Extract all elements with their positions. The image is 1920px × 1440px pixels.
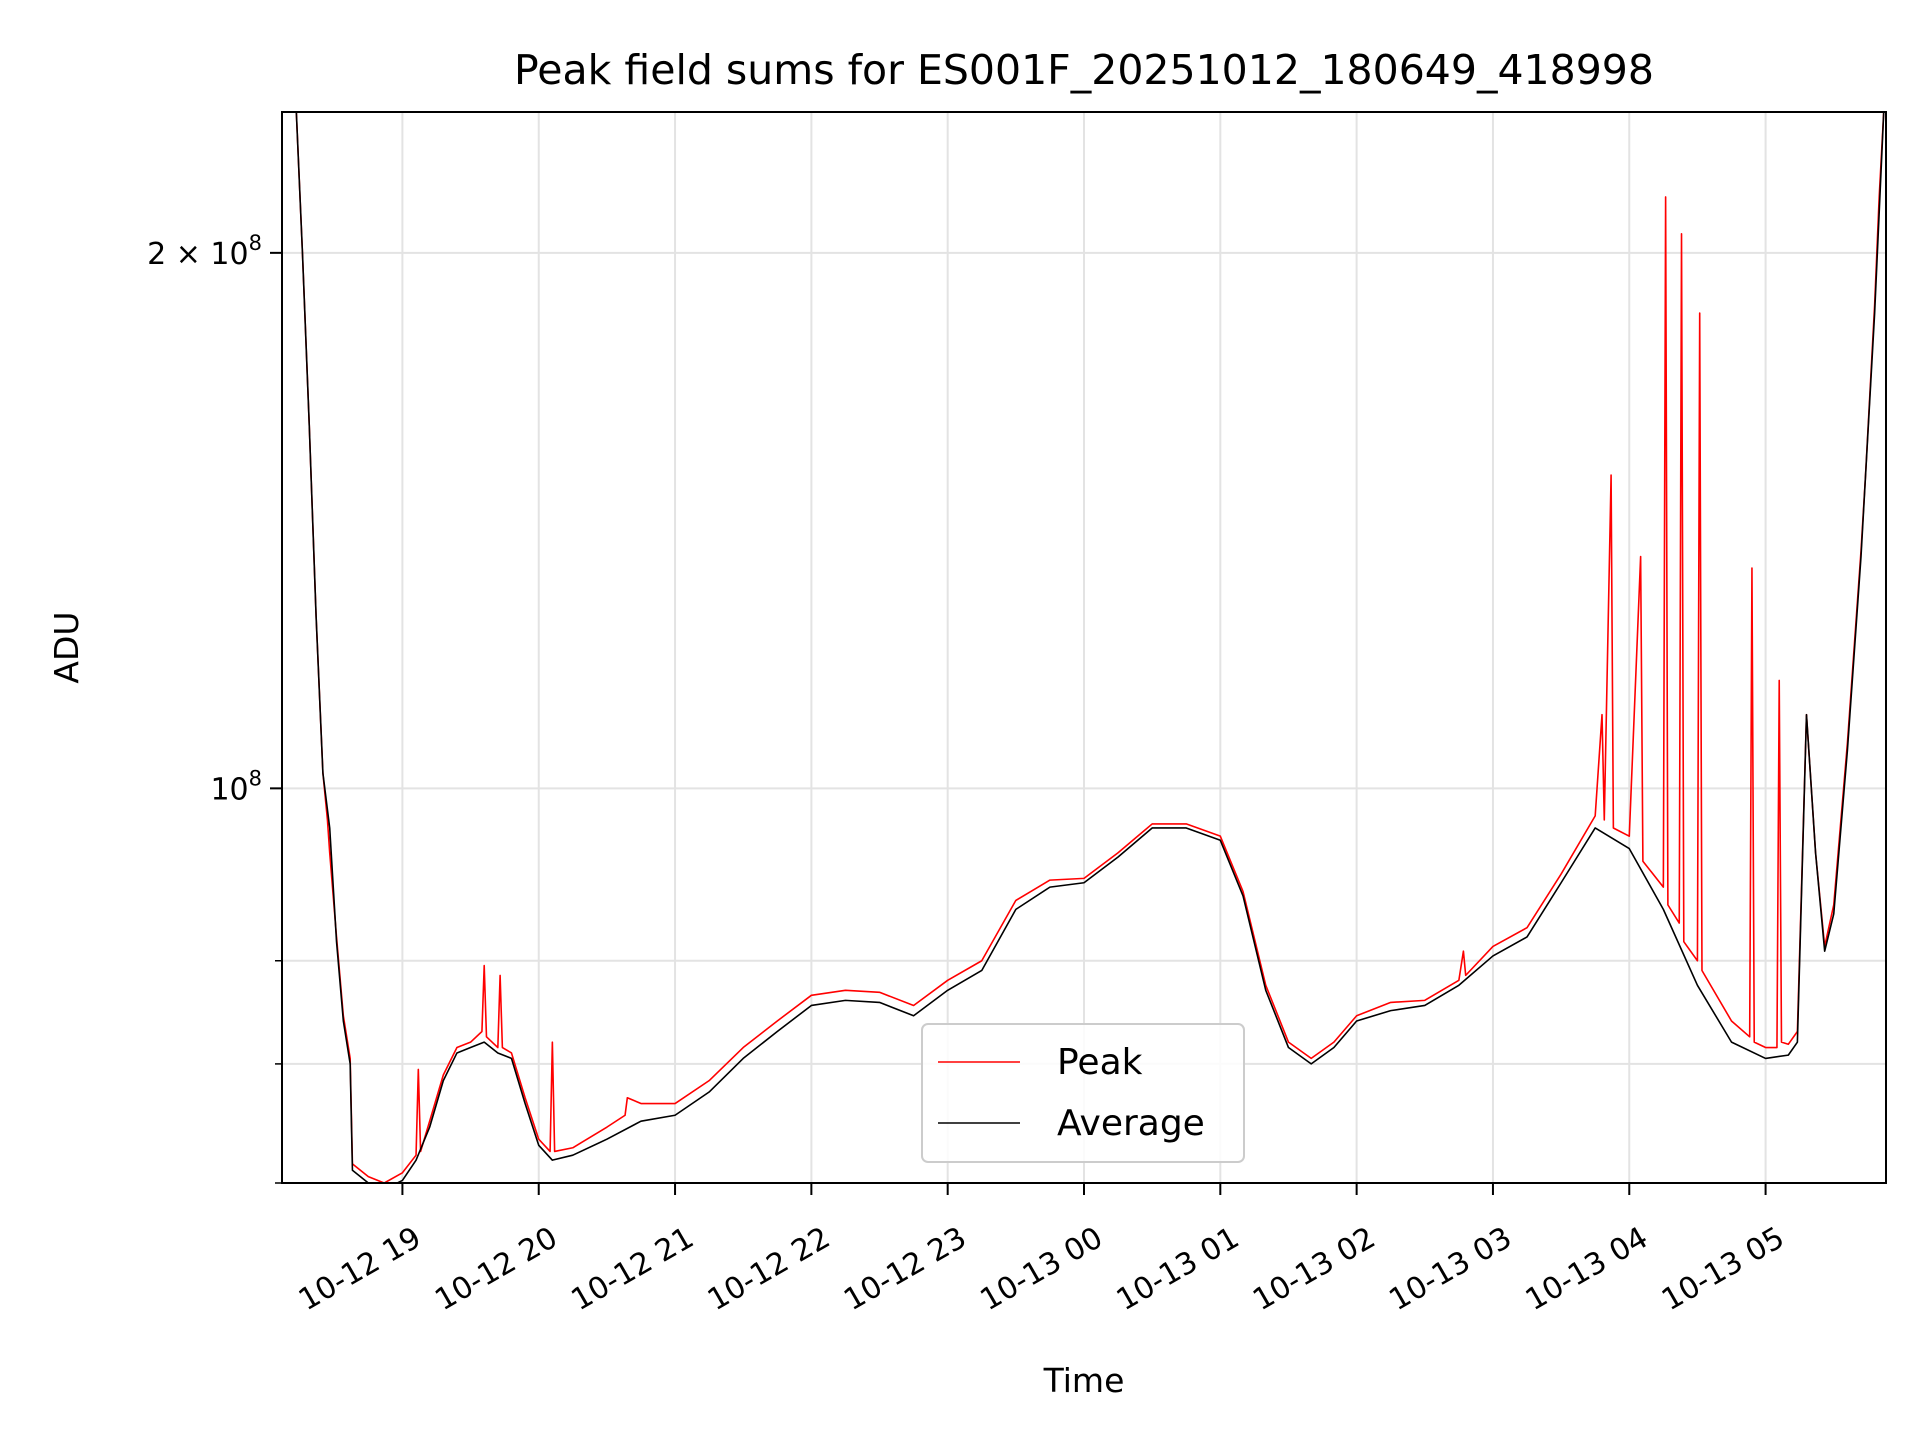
x-axis-label: Time [1043,1361,1125,1400]
x-tick-label: 10-13 00 [974,1220,1108,1318]
legend-label-average: Average [1057,1103,1205,1144]
legend-box [921,1023,1245,1163]
series-line-average [295,112,1885,1183]
y-tick-label: 2 × 108 [147,231,262,272]
y-tick-label: 108 [210,766,262,807]
chart-title: Peak field sums for ES001F_20251012_1806… [514,46,1654,94]
x-tick-label: 10-13 01 [1111,1220,1245,1318]
y-axis-label: ADU [47,611,86,683]
x-tick-label: 10-12 23 [838,1220,972,1318]
x-tick-label: 10-12 21 [566,1220,700,1318]
x-tick-label: 10-13 03 [1383,1220,1517,1318]
x-tick-label: 10-13 04 [1520,1220,1654,1318]
x-tick-label: 10-13 05 [1656,1220,1790,1318]
plot-area [295,112,1885,1183]
legend: Peak Average [921,1023,1245,1163]
legend-label-peak: Peak [1057,1042,1143,1083]
series-line-peak [295,112,1885,1183]
x-tick-label: 10-13 02 [1247,1220,1381,1318]
x-tick-label: 10-12 19 [293,1220,427,1318]
x-tick-label: 10-12 20 [429,1220,563,1318]
x-tick-label: 10-12 22 [702,1220,836,1318]
grid [282,112,1886,1184]
